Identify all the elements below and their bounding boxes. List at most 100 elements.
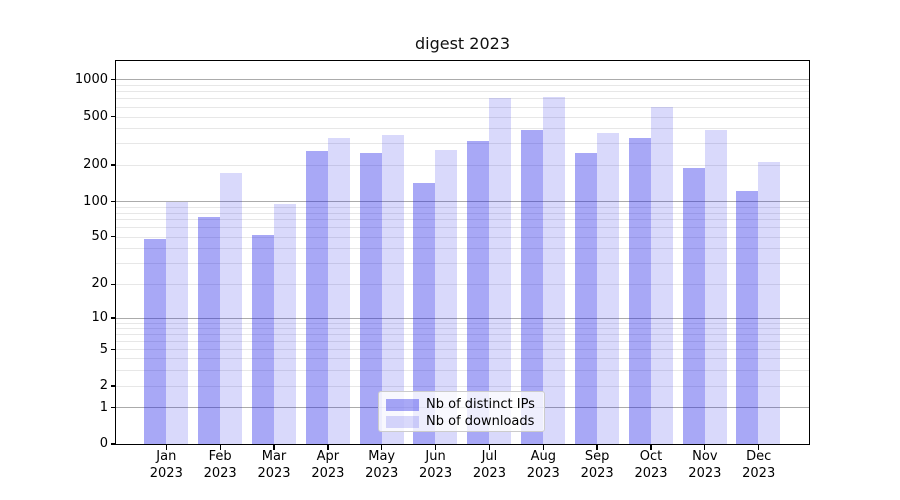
x-tick-label-jul: Jul 2023	[472, 449, 506, 481]
gridline-minor	[116, 227, 809, 229]
x-tick-label-aug: Aug 2023	[526, 449, 560, 481]
legend-swatch-downloads	[386, 415, 419, 429]
x-tick-mark	[704, 445, 706, 450]
bar-downloads-dec	[758, 161, 781, 444]
legend-swatch-distinct-ips	[386, 398, 419, 412]
legend-row-distinct-ips: Nb of distinct IPs	[386, 397, 538, 413]
y-tick-mark	[110, 283, 115, 285]
bar-downloads-nov	[704, 130, 727, 444]
gridline-minor	[116, 263, 809, 265]
y-tick-label: 500	[83, 108, 108, 124]
legend-row-downloads: Nb of downloads	[386, 414, 538, 430]
x-tick-mark	[758, 445, 760, 450]
gridline-minor	[116, 341, 809, 342]
bar-downloads-jun	[435, 149, 458, 444]
bar-distinct-ips-nov	[682, 167, 705, 444]
bar-downloads-feb	[219, 173, 242, 444]
x-tick-mark	[596, 445, 598, 450]
bar-distinct-ips-aug	[521, 129, 544, 444]
x-tick-label-apr: Apr 2023	[311, 449, 345, 481]
x-tick-mark	[488, 445, 491, 450]
bar-downloads-jan	[166, 202, 189, 444]
y-tick-mark	[110, 406, 115, 409]
y-tick-label: 50	[91, 228, 108, 244]
x-tick-label-jun: Jun 2023	[419, 449, 453, 481]
plot-area	[115, 60, 810, 445]
x-tick-mark	[381, 445, 383, 450]
bar-distinct-ips-apr	[305, 151, 328, 444]
y-tick-mark	[110, 236, 115, 238]
gridline-minor	[116, 91, 809, 93]
y-tick-mark	[110, 443, 115, 445]
gridline-minor	[116, 327, 809, 329]
bar-distinct-ips-dec	[736, 190, 759, 444]
gridline-minor	[116, 128, 809, 130]
bar-downloads-oct	[650, 106, 673, 444]
bar-distinct-ips-sep	[574, 153, 597, 444]
x-tick-mark	[542, 445, 544, 450]
bar-distinct-ips-mar	[251, 234, 274, 444]
y-tick-mark	[110, 78, 115, 81]
gridline-minor	[116, 116, 809, 118]
bar-downloads-jul	[489, 98, 512, 444]
x-tick-mark	[650, 445, 652, 450]
gridline-minor	[116, 322, 809, 324]
gridline-minor	[116, 369, 809, 371]
x-tick-label-jan: Jan 2023	[149, 449, 183, 481]
y-tick-label: 1000	[74, 71, 108, 87]
gridline-minor	[116, 358, 809, 360]
x-tick-label-oct: Oct 2023	[634, 449, 668, 481]
y-tick-mark	[110, 116, 115, 118]
bar-distinct-ips-oct	[628, 138, 651, 444]
x-tick-mark	[219, 445, 221, 450]
x-tick-mark	[434, 445, 437, 450]
x-tick-mark	[165, 445, 167, 450]
bar-distinct-ips-feb	[197, 216, 220, 444]
bar-downloads-may	[381, 135, 404, 444]
y-tick-mark	[110, 317, 115, 319]
x-tick-mark	[273, 445, 275, 450]
y-tick-mark	[110, 200, 115, 203]
bar-downloads-aug	[543, 97, 566, 444]
gridline-major	[116, 201, 809, 203]
y-tick-label: 200	[83, 157, 108, 172]
gridline-minor	[116, 236, 809, 238]
y-tick-mark	[110, 385, 115, 387]
x-tick-label-dec: Dec 2023	[742, 449, 776, 481]
x-tick-label-sep: Sep 2023	[580, 449, 614, 481]
gridline-minor	[116, 164, 809, 166]
gridline-major	[116, 317, 809, 319]
legend: Nb of distinct IPs Nb of downloads	[378, 391, 545, 432]
bar-downloads-apr	[327, 138, 350, 444]
gridline-minor	[116, 206, 809, 208]
x-tick-label-mar: Mar 2023	[257, 449, 291, 481]
y-tick-label: 20	[91, 276, 108, 292]
gridline-minor	[116, 219, 809, 221]
x-tick-label-may: May 2023	[365, 449, 399, 481]
bar-distinct-ips-jun	[413, 183, 436, 444]
bar-downloads-sep	[596, 132, 619, 444]
chart-title: digest 2023	[414, 34, 510, 53]
legend-label-distinct-ips: Nb of distinct IPs	[426, 397, 535, 412]
gridline-minor	[116, 98, 809, 100]
gridline-minor	[116, 143, 809, 145]
y-tick-label: 2	[99, 378, 108, 393]
y-tick-mark	[110, 164, 115, 166]
gridline-minor	[116, 284, 809, 286]
x-tick-label-feb: Feb 2023	[203, 449, 237, 481]
y-tick-label: 100	[83, 193, 108, 209]
x-tick-mark	[327, 445, 329, 450]
gridline-minor	[116, 212, 809, 214]
gridline-minor	[116, 334, 809, 335]
gridline-minor	[116, 106, 809, 108]
y-tick-label: 0	[99, 436, 108, 451]
bar-downloads-mar	[273, 204, 296, 444]
bar-distinct-ips-jan	[144, 238, 167, 444]
y-tick-label: 10	[91, 310, 108, 325]
x-tick-label-nov: Nov 2023	[688, 449, 722, 481]
bar-distinct-ips-may	[359, 153, 382, 444]
gridline-minor	[116, 248, 809, 250]
y-tick-mark	[110, 348, 115, 351]
gridline-minor	[116, 84, 809, 86]
